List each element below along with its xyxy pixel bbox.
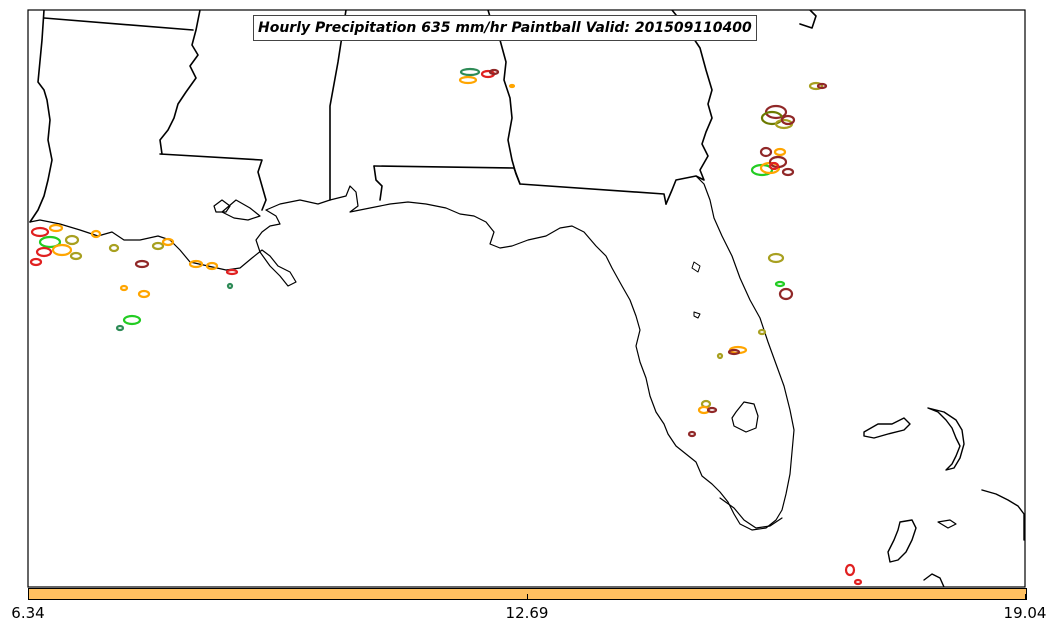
colorbar-tick-mark	[527, 594, 528, 599]
paintball-contour	[781, 167, 795, 177]
florida-central-lake-2	[693, 311, 701, 319]
paintball-contour	[35, 246, 53, 258]
paintball-contour	[767, 252, 785, 264]
florida-alabama-border	[373, 165, 667, 205]
paintball-contour	[816, 82, 828, 90]
mississippi-louisiana-border	[159, 153, 267, 211]
paintball-contour	[759, 146, 773, 158]
bahamas-south-island	[923, 573, 945, 587]
paintball-contour	[488, 68, 500, 76]
paintball-layer	[29, 67, 863, 586]
paintball-contour	[64, 234, 80, 246]
paintball-contour	[29, 257, 43, 267]
paintball-contour	[69, 251, 83, 261]
louisiana-western-border	[29, 10, 53, 223]
paintball-contour	[778, 287, 794, 301]
paintball-contour	[226, 282, 234, 290]
paintball-contour	[108, 243, 120, 253]
paintball-contour	[508, 83, 516, 89]
map-title: Hourly Precipitation 635 mm/hr Paintball…	[253, 15, 757, 41]
paintball-contour	[757, 328, 767, 336]
georgia-south-carolina-coast	[665, 10, 713, 205]
paintball-contour	[119, 284, 129, 292]
florida-keys	[719, 497, 783, 529]
paintball-contour	[134, 259, 150, 269]
paintball-contour	[727, 348, 741, 356]
paintball-contour	[115, 324, 125, 332]
louisiana-coast	[29, 209, 297, 287]
paintball-contour	[137, 289, 151, 299]
alabama-gulf-border	[373, 165, 383, 201]
paintball-contour	[38, 235, 62, 249]
cuba-coast	[863, 417, 911, 439]
mississippi-river-border	[159, 10, 201, 155]
paintball-contour	[706, 406, 718, 414]
colorbar-tick-mark	[28, 594, 29, 599]
paintball-contour	[459, 67, 481, 77]
paintball-contour	[774, 280, 786, 288]
paintball-contour	[844, 563, 856, 577]
mississippi-alabama-coast	[265, 175, 795, 531]
paintball-contour	[768, 161, 780, 171]
paintball-contour	[808, 81, 824, 91]
andros-island	[927, 407, 965, 471]
paintball-contour	[48, 223, 64, 233]
paintball-contour	[51, 243, 73, 257]
paintball-contour	[122, 314, 142, 326]
paintball-contour	[458, 75, 478, 85]
paintball-contour	[853, 578, 863, 586]
pensacola-island	[213, 199, 231, 213]
bahamas-east-island	[981, 489, 1025, 541]
south-carolina-border	[799, 10, 817, 29]
bahamas-small-island	[937, 519, 957, 529]
arkansas-louisiana-border	[43, 17, 194, 31]
colorbar-tick-mid: 12.69	[505, 604, 549, 622]
paintball-contour	[161, 237, 175, 247]
paintball-contour	[188, 259, 204, 269]
florida-central-lake	[691, 261, 701, 273]
paintball-contour	[225, 268, 239, 276]
paintball-contour	[687, 430, 697, 438]
paintball-contour	[151, 241, 165, 251]
lake-okeechobee	[731, 401, 759, 433]
paintball-contour	[716, 352, 724, 360]
paintball-contour	[780, 114, 796, 126]
mobile-bay-shore	[221, 199, 261, 221]
colorbar-tick-min: 6.34	[11, 604, 45, 622]
bahamas-islands	[887, 519, 917, 563]
paintball-contour	[30, 226, 50, 238]
colorbar-tick-mark	[1025, 594, 1026, 599]
colorbar-tick-max: 19.04	[1003, 604, 1047, 622]
paintball-contour	[205, 261, 219, 271]
paintball-contour	[90, 229, 102, 239]
paintball-contour	[773, 147, 787, 157]
map-frame	[27, 9, 1026, 588]
